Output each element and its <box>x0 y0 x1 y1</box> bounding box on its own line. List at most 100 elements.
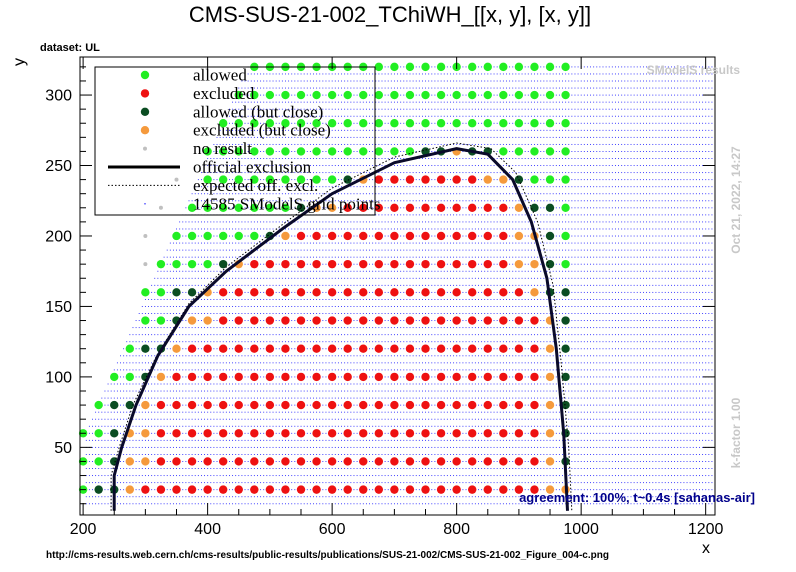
grid-point <box>618 369 620 371</box>
grid-point <box>372 348 374 350</box>
grid-point <box>101 496 103 498</box>
grid-point <box>621 355 623 357</box>
grid-point <box>487 475 489 477</box>
grid-point <box>490 439 492 441</box>
grid-point <box>428 362 430 364</box>
grid-point <box>602 341 604 343</box>
grid-point <box>462 454 464 455</box>
grid-point <box>521 369 523 371</box>
grid-point <box>534 334 535 336</box>
grid-point <box>443 397 445 399</box>
grid-point <box>397 390 398 392</box>
grid-point <box>403 425 405 427</box>
grid-point <box>540 397 542 399</box>
grid-point <box>250 341 252 343</box>
grid-point <box>478 489 479 491</box>
grid-point <box>331 496 333 498</box>
grid-point <box>677 503 679 505</box>
grid-point <box>680 496 682 498</box>
grid-point <box>400 489 402 491</box>
grid-point <box>369 503 370 505</box>
grid-point <box>608 432 610 434</box>
grid-point <box>275 496 277 498</box>
grid-point <box>406 355 408 357</box>
grid-point <box>200 341 202 343</box>
grid-point <box>222 390 224 392</box>
grid-point <box>537 425 539 427</box>
grid-point <box>677 482 679 484</box>
grid-point <box>437 390 439 392</box>
grid-point <box>266 362 268 364</box>
grid-point <box>92 461 93 462</box>
grid-point <box>552 454 554 455</box>
grid-point <box>92 475 93 477</box>
grid-point <box>92 496 93 498</box>
grid-point <box>185 461 187 462</box>
grid-point <box>397 496 398 498</box>
grid-point <box>434 454 436 455</box>
grid-point <box>384 475 386 477</box>
grid-point <box>281 327 283 329</box>
grid-point <box>621 390 623 392</box>
grid-point <box>643 397 644 399</box>
grid-point <box>549 454 551 455</box>
grid-point <box>614 468 616 469</box>
grid-point <box>431 341 433 343</box>
grid-point <box>120 404 121 406</box>
grid-point <box>160 496 162 498</box>
grid-point <box>120 383 121 385</box>
grid-point <box>487 439 489 441</box>
grid-point <box>546 439 548 441</box>
grid-point <box>197 397 199 399</box>
grid-point <box>478 468 479 469</box>
grid-point <box>322 432 324 434</box>
grid-point <box>400 411 402 413</box>
grid-point <box>235 439 237 441</box>
grid-point <box>565 425 567 427</box>
grid-point <box>101 411 103 413</box>
grid-point <box>462 376 464 378</box>
grid-point <box>599 454 601 455</box>
grid-point <box>331 341 333 343</box>
grid-point <box>521 482 523 484</box>
grid-point <box>552 383 554 385</box>
grid-point <box>639 355 641 357</box>
grid-point <box>543 489 545 491</box>
grid-point <box>241 390 243 392</box>
grid-point <box>309 468 311 469</box>
grid-point <box>446 362 448 364</box>
grid-point <box>695 489 697 491</box>
grid-point <box>337 355 339 357</box>
grid-point <box>135 327 137 329</box>
grid-point <box>664 418 666 420</box>
grid-point <box>263 475 265 477</box>
grid-point <box>291 446 293 448</box>
grid-point <box>692 468 694 469</box>
grid-point <box>263 376 265 378</box>
grid-point <box>365 425 367 427</box>
grid-point <box>194 418 196 420</box>
grid-point <box>291 397 293 399</box>
grid-point <box>680 362 682 364</box>
grid-point <box>639 503 641 505</box>
grid-point <box>393 341 395 343</box>
grid-point <box>135 461 137 462</box>
grid-point <box>269 390 271 392</box>
grid-point <box>378 468 380 469</box>
grid-point <box>253 334 255 336</box>
grid-point <box>586 411 588 413</box>
grid-point <box>110 446 112 448</box>
grid-point <box>465 446 467 448</box>
grid-point <box>260 446 262 448</box>
grid-point <box>465 418 467 420</box>
grid-point <box>129 369 131 371</box>
grid-point <box>362 418 364 420</box>
grid-point <box>129 397 131 399</box>
grid-point <box>288 362 290 364</box>
grid-point <box>316 475 318 477</box>
grid-point <box>425 439 427 441</box>
grid-point <box>633 475 635 477</box>
grid-point <box>695 369 697 371</box>
grid-point <box>596 404 598 406</box>
grid-point <box>518 475 520 477</box>
